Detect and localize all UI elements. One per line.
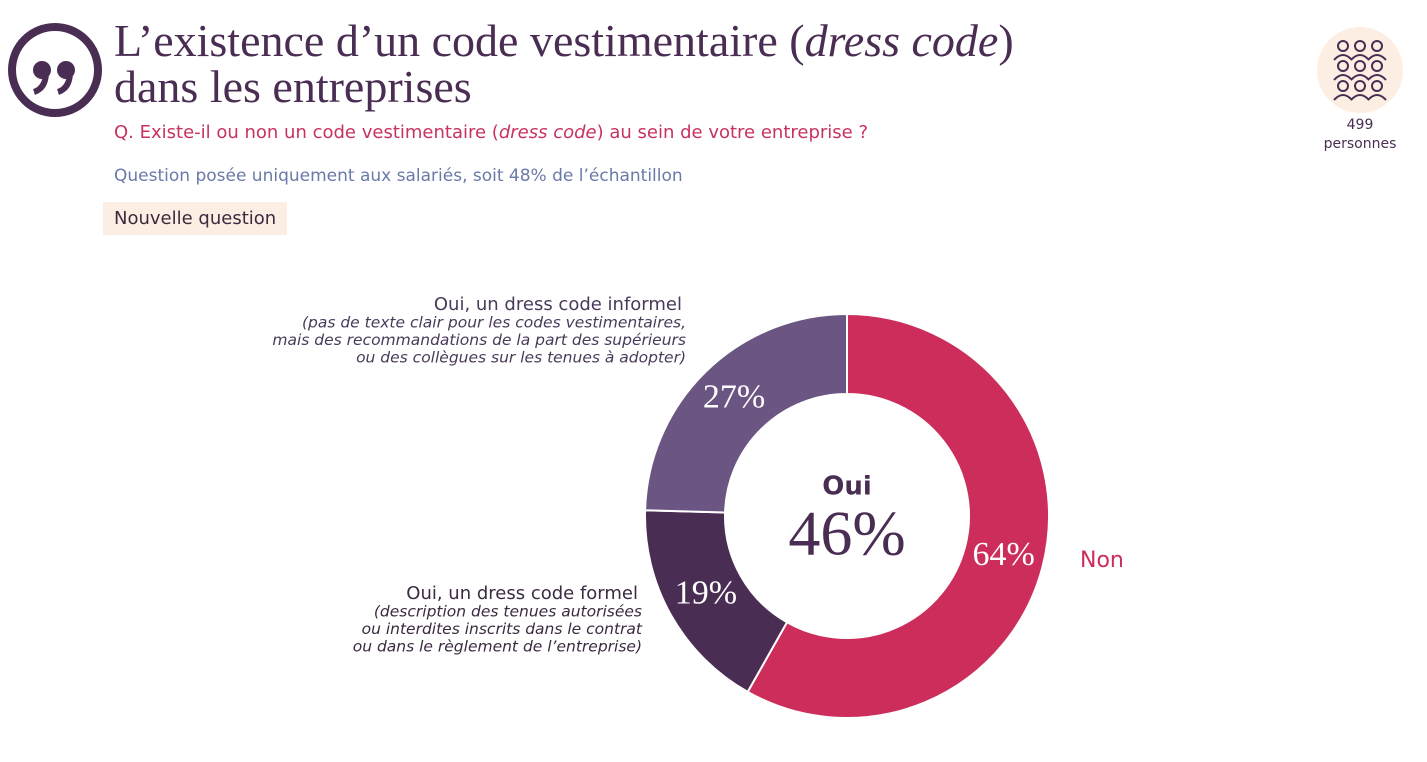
question-part: dress code — [498, 122, 597, 143]
question-part: ) au sein de votre entreprise ? — [596, 122, 869, 143]
title: L’existence d’un code vestimentaire (dre… — [114, 18, 1014, 110]
sample-label: personnes — [1323, 136, 1397, 152]
tag: Nouvelle question — [103, 202, 288, 235]
quote-icon — [8, 23, 102, 117]
people-icon — [1317, 27, 1403, 113]
category-label: Oui, un dress code informel — [434, 294, 682, 315]
sample: 499 personnes — [1318, 116, 1402, 154]
value-label: 19% — [675, 574, 737, 611]
category-description: mais des recommandations de la part des … — [272, 331, 686, 349]
category-label: Oui, un dress code formel — [406, 583, 638, 604]
question: Q. Existe-il ou non un code vestimentair… — [114, 122, 868, 143]
category-description: ou des collègues sur les tenues à adopte… — [356, 349, 686, 367]
title-part: dress code — [804, 15, 999, 66]
slice — [644, 312, 848, 514]
value-label: 64% — [973, 536, 1035, 573]
slice — [746, 312, 1050, 719]
center-value: 46% — [788, 498, 905, 569]
category-description: ou dans le règlement de l’entreprise) — [353, 638, 642, 656]
category-description: (pas de texte clair pour les codes vesti… — [302, 314, 686, 332]
category-label: Non — [1080, 548, 1124, 573]
question-part: Q. Existe-il ou non un code vestimentair… — [114, 122, 499, 143]
title-part: L’existence d’un code vestimentaire ( — [114, 15, 805, 66]
note: Question posée uniquement aux salariés, … — [114, 166, 683, 186]
sample-count: 499 — [1346, 117, 1374, 133]
title-part: ) — [998, 15, 1014, 66]
category-description: ou interdites inscrits dans le contrat — [362, 620, 643, 638]
center-label: Oui — [822, 472, 872, 502]
value-label: 27% — [703, 379, 765, 416]
category-description: (description des tenues autorisées — [374, 603, 642, 621]
title-line: dans les entreprises — [114, 61, 472, 112]
